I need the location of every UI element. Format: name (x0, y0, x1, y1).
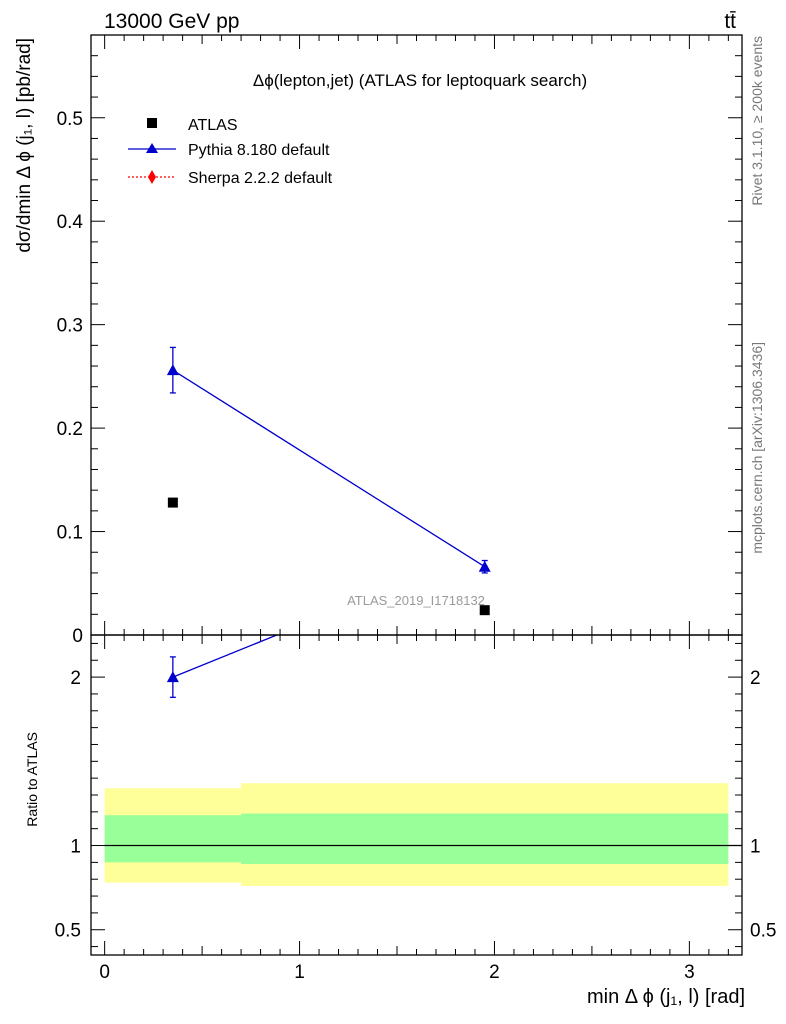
lower-y-tick-label-right: 0.5 (750, 921, 776, 942)
legend-entry-atlas: ATLAS (147, 117, 238, 134)
energy-label: 13000 GeV pp (104, 10, 239, 33)
rivet-version-label: Rivet 3.1.10, ≥ 200k events (749, 36, 765, 206)
upper-y-tick-label: 0.3 (57, 316, 83, 337)
pythia-ratio-line (172, 635, 279, 678)
legend-sherpa-marker (148, 170, 156, 184)
ratio-band-green (241, 813, 729, 865)
upper-y-axis-label: dσ/dmin Δ ϕ (j₁, l) [pb/rad] (14, 38, 35, 253)
legend-pythia-marker (146, 143, 158, 153)
mcplots-label: mcplots.cern.ch [arXiv:1306.3436] (749, 342, 765, 554)
upper-y-tick-label: 0.5 (57, 109, 83, 130)
lower-y-tick-label-right: 2 (750, 668, 761, 689)
pythia-point (478, 560, 491, 572)
x-tick-label: 0 (99, 962, 110, 983)
x-axis-label: min Δ ϕ (j₁, l) [rad] (587, 986, 745, 1008)
legend-atlas-marker (147, 118, 157, 128)
pythia-point (166, 364, 179, 376)
lower-y-tick-label: 0.5 (55, 921, 81, 942)
analysis-watermark: ATLAS_2019_I1718132 (347, 593, 485, 608)
legend: ATLAS Pythia 8.180 default Sherpa 2.2.2 … (128, 117, 333, 187)
legend-entry-pythia: Pythia 8.180 default (128, 142, 330, 159)
lower-frame (90, 634, 743, 956)
pythia-ratio-point (166, 671, 179, 683)
lower-y-axis-label: Ratio to ATLAS (24, 732, 40, 827)
process-label: tt̄ (724, 10, 736, 33)
upper-y-tick-label: 0 (72, 626, 83, 647)
atlas-point (167, 497, 178, 508)
legend-atlas-label: ATLAS (188, 117, 238, 134)
x-tick-label: 3 (684, 962, 695, 983)
upper-panel: 0 0.1 0.2 0.3 0.4 0.5 (57, 34, 743, 647)
lower-y-tick-label-right: 1 (750, 837, 761, 858)
legend-entry-sherpa: Sherpa 2.2.2 default (128, 170, 333, 187)
atlas-point (479, 605, 490, 616)
lower-y-tick-label: 2 (70, 668, 81, 689)
upper-y-tick-label: 0.1 (57, 523, 83, 544)
legend-pythia-label: Pythia 8.180 default (188, 142, 330, 159)
x-tick-label: 2 (489, 962, 500, 983)
pythia-line (172, 369, 486, 568)
x-tick-label: 1 (294, 962, 305, 983)
lower-panel: 0.5 0.5 1 1 2 2 0 1 2 3 (55, 634, 776, 983)
upper-y-tick-label: 0.2 (57, 419, 83, 440)
legend-sherpa-label: Sherpa 2.2.2 default (188, 170, 333, 187)
plot-title: Δϕ(lepton,jet) (ATLAS for leptoquark sea… (253, 71, 587, 90)
upper-y-tick-label: 0.4 (57, 212, 84, 233)
ratio-band-green (104, 815, 242, 863)
lower-y-tick-label: 1 (70, 837, 81, 858)
